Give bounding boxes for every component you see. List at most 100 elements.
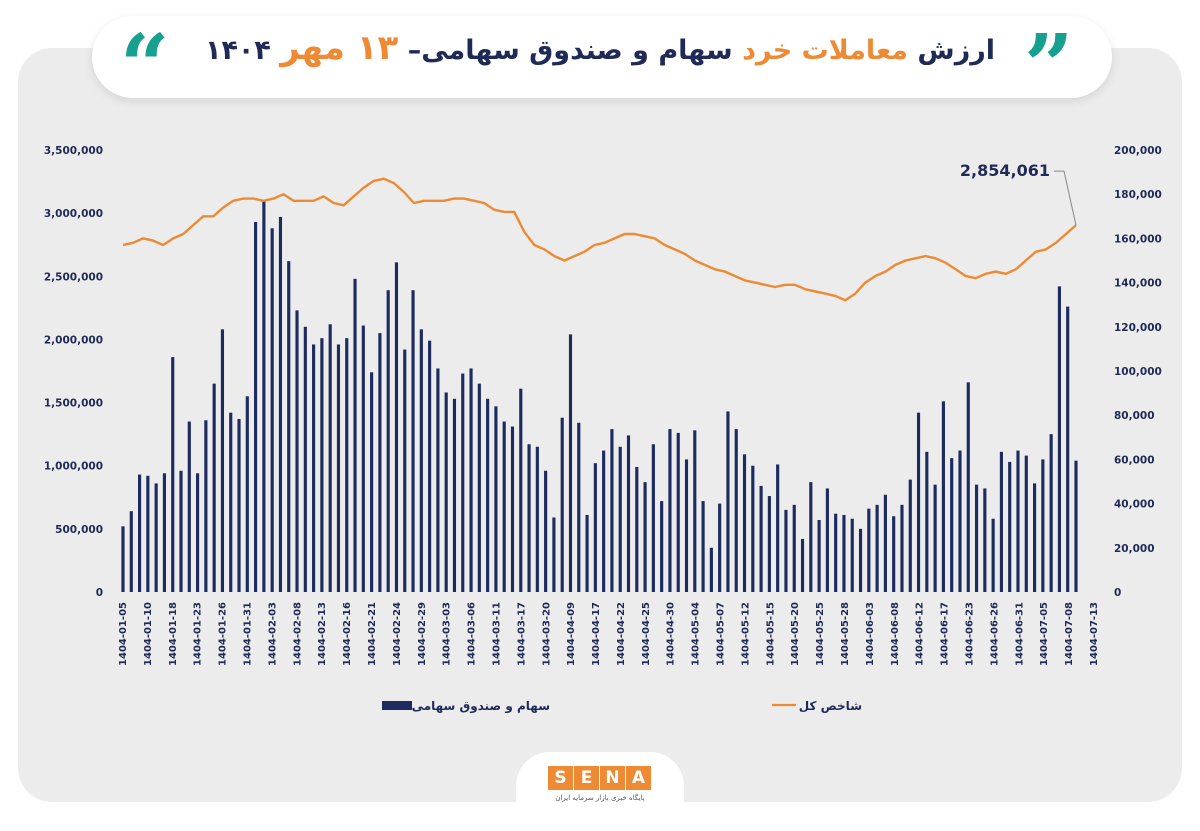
bar (287, 261, 291, 592)
page-title: ارزش معاملات خرد سهام و صندوق سهامی– ۱۳ … (200, 28, 1000, 71)
right-tick-label: 180,000 (1114, 189, 1162, 201)
x-tick-label: 1404-06-03 (865, 602, 876, 666)
right-tick-label: 200,000 (1114, 145, 1162, 157)
logo-letter: A (626, 766, 651, 790)
close-quote-icon: ” (1024, 16, 1074, 117)
bar (809, 482, 813, 592)
bar (751, 465, 755, 592)
right-tick-label: 60,000 (1114, 454, 1155, 466)
bar (121, 526, 125, 592)
bar (552, 517, 556, 592)
x-tick-label: 1404-04-25 (641, 602, 652, 666)
x-tick-label: 1404-07-08 (1064, 602, 1075, 666)
bar (519, 388, 523, 592)
x-tick-label: 1404-02-29 (417, 602, 428, 666)
bar (254, 221, 258, 593)
open-quote-icon: “ (120, 16, 170, 117)
bar (237, 418, 241, 592)
bar (933, 484, 937, 592)
x-tick-label: 1404-04-17 (591, 602, 602, 666)
bar (800, 538, 805, 592)
bar (245, 396, 249, 592)
bar (535, 446, 539, 592)
x-tick-label: 1404-05-15 (765, 602, 776, 666)
bar (303, 326, 307, 592)
x-tick-label: 1404-02-08 (292, 602, 303, 666)
bar (403, 349, 407, 592)
bar (726, 411, 730, 592)
right-tick-label: 80,000 (1114, 410, 1155, 422)
x-tick-label: 1404-02-21 (367, 602, 378, 666)
bar (378, 333, 382, 592)
left-axis: 0 500,000 1,000,000 1,500,000 2,000,000 2,500… (44, 145, 103, 599)
legend-bar-swatch (382, 701, 412, 710)
x-tick-label: 1404-05-12 (740, 602, 751, 666)
bar (734, 429, 738, 592)
bar (1016, 450, 1020, 592)
title-text-highlight: معاملات خرد (742, 35, 909, 66)
bar (336, 344, 341, 592)
x-tick-label: 1404-04-30 (666, 602, 677, 666)
bar (850, 518, 854, 592)
left-tick-label: 2,000,000 (44, 334, 103, 346)
x-tick-label: 1404-01-23 (193, 602, 204, 666)
bar (825, 488, 829, 592)
bar (262, 200, 266, 592)
bar (361, 325, 365, 592)
x-tick-label: 1404-06-12 (915, 602, 926, 666)
bar (842, 514, 846, 592)
bar (817, 520, 821, 592)
bar (1041, 459, 1045, 592)
x-tick-label: 1404-03-06 (467, 602, 478, 666)
right-tick-label: 120,000 (1114, 322, 1162, 334)
x-tick-label: 1404-06-17 (940, 602, 951, 666)
bar (684, 459, 689, 592)
bar (477, 383, 481, 592)
bar (278, 216, 283, 592)
bar (892, 516, 896, 592)
x-tick-label: 1404-05-04 (691, 602, 702, 666)
bar (1008, 461, 1012, 592)
x-tick-label: 1404-06-31 (1014, 602, 1025, 666)
x-tick-label: 1404-02-13 (317, 602, 328, 666)
x-tick-label: 1404-04-22 (616, 602, 627, 666)
title-date: ۱۳ مهر (280, 28, 399, 68)
bar (444, 392, 448, 592)
left-tick-label: 500,000 (55, 524, 103, 536)
index-line (122, 177, 1077, 302)
x-tick-label: 1404-06-08 (890, 602, 901, 666)
bar (295, 310, 299, 592)
x-tick-label: 1404-03-20 (541, 602, 552, 666)
logo-letter: S (548, 766, 573, 790)
bar (610, 429, 614, 592)
left-tick-label: 1,000,000 (44, 461, 103, 473)
title-banner (92, 16, 1112, 98)
chart-panel (18, 48, 1182, 802)
x-tick-label: 1404-01-18 (168, 602, 179, 666)
x-tick-label: 1404-06-26 (989, 602, 1000, 666)
bar (643, 482, 647, 592)
bar (908, 479, 912, 592)
bar (212, 383, 216, 592)
x-tick-label: 1404-04-09 (566, 602, 577, 666)
bar (162, 473, 167, 592)
bar (270, 228, 274, 592)
bar (626, 435, 631, 592)
x-tick-label: 1404-05-25 (815, 602, 826, 666)
bar (469, 368, 473, 592)
title-text-1: ارزش (908, 35, 996, 66)
x-tick-label: 1404-07-13 (1089, 602, 1100, 666)
bar (1049, 434, 1053, 592)
bar (668, 429, 672, 592)
bar (171, 357, 175, 592)
title-text-3: سهام و صندوق سهامی– (398, 35, 743, 66)
bar (958, 450, 962, 592)
bar (428, 340, 432, 592)
bar (137, 474, 142, 592)
bar (179, 470, 183, 592)
x-tick-label: 1404-02-24 (392, 602, 403, 666)
bar (486, 398, 490, 592)
legend-line-label: شاخص کل (799, 699, 862, 713)
logo-subtitle: پایگاه خبری بازار سرمایه ایران (555, 794, 645, 802)
last-value-label: 2,854,061 (960, 161, 1050, 180)
